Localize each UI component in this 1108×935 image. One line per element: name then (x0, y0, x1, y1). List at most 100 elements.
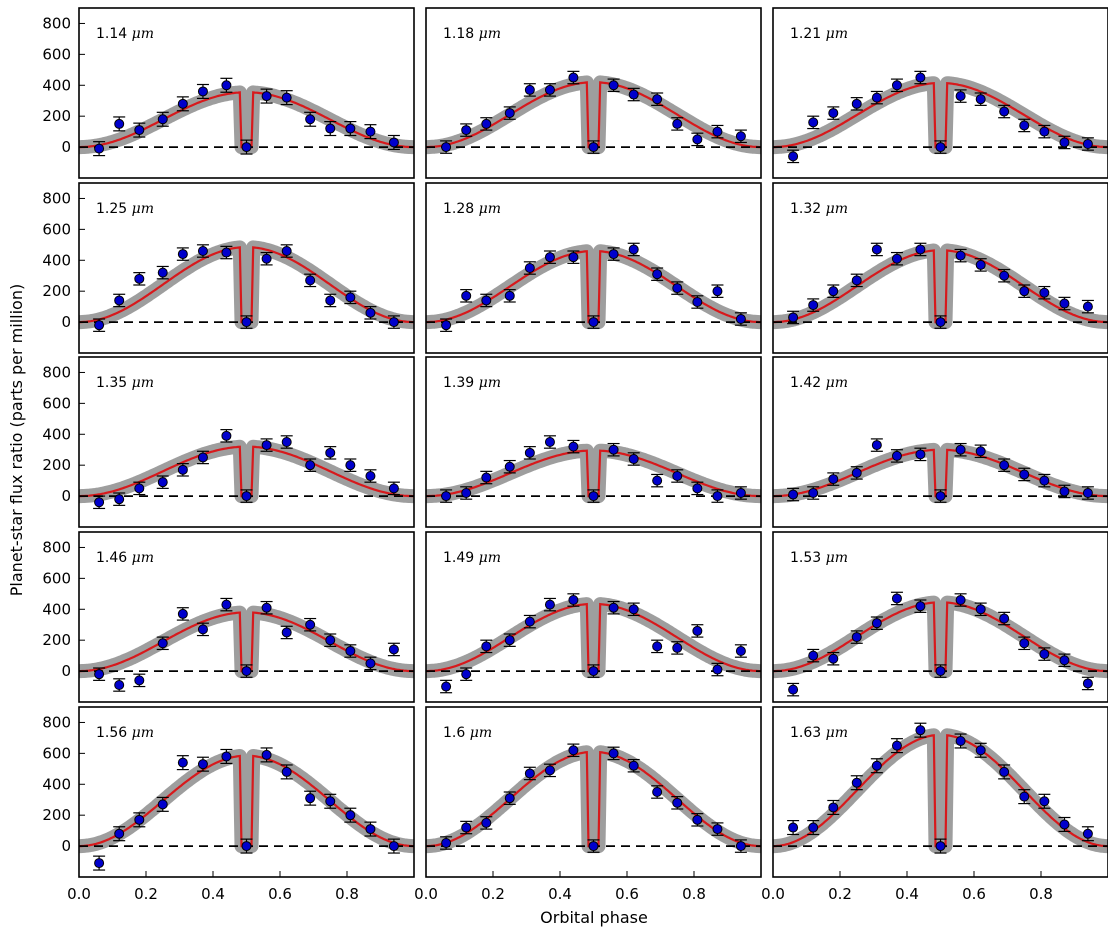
data-point (588, 491, 599, 502)
data-point (871, 92, 882, 103)
data-point (915, 449, 926, 460)
panel-wavelength-label: 1.53 μm (790, 550, 848, 566)
panel-1.14: 1.14 μm 800 600 400 200 0 (42, 7, 415, 179)
panel-unit-label: μm (826, 26, 848, 42)
data-point (241, 142, 252, 153)
panel-grid: 1.14 μm 800 600 400 200 0 1.18 μm 1.21 μm 1.25 μ… (42, 7, 1108, 903)
x-tick-label: 0.8 (1029, 885, 1053, 903)
data-point (891, 80, 902, 91)
y-tick-label: 600 (42, 220, 71, 238)
panel-frame (772, 706, 1108, 878)
panel-wavelength-label: 1.39 μm (443, 375, 501, 391)
data-point (808, 822, 819, 833)
data-point (177, 757, 188, 768)
data-point (1039, 475, 1050, 486)
y-tick-label: 400 (42, 76, 71, 94)
panel-wavelength-label: 1.6 μm (443, 725, 492, 741)
data-point (504, 108, 515, 119)
panel-wavelength-label: 1.56 μm (96, 725, 154, 741)
panel-wavelength-label: 1.25 μm (96, 201, 154, 217)
model-uncertainty-band (773, 76, 1108, 155)
data-point (915, 72, 926, 83)
data-point (588, 142, 599, 153)
data-point (568, 595, 579, 605)
data-point (712, 126, 723, 137)
data-point (935, 142, 946, 153)
data-point (915, 725, 926, 736)
panel-1.63: 1.63 μm 0.0 0.2 0.4 0.6 0.8 (761, 706, 1108, 903)
data-point (1019, 791, 1030, 802)
data-point (281, 437, 292, 447)
data-point (871, 440, 882, 451)
y-tick-label: 800 (42, 363, 71, 381)
panel-wavelength-label: 1.63 μm (790, 725, 848, 741)
data-point (388, 317, 399, 328)
data-point (628, 454, 639, 464)
data-point (692, 297, 703, 307)
x-tick-label: 0.6 (268, 885, 292, 903)
data-point (197, 452, 208, 463)
data-point (975, 604, 986, 615)
model-uncertainty-band (426, 745, 761, 854)
data-point (544, 437, 555, 447)
data-point (524, 447, 535, 458)
panel-plot-area (773, 242, 1108, 330)
panel-1.21: 1.21 μm (772, 7, 1108, 179)
data-point (241, 666, 252, 677)
data-point (114, 118, 125, 129)
data-point (461, 290, 472, 301)
data-point (325, 447, 336, 458)
data-point (828, 653, 839, 664)
y-tick-label: 600 (42, 744, 71, 762)
x-tick-label: 0.4 (548, 885, 572, 903)
data-point (281, 246, 292, 256)
panel-wavelength-label: 1.14 μm (96, 26, 154, 42)
data-point (1082, 488, 1093, 498)
data-point (134, 125, 145, 136)
panel-unit-label: μm (479, 26, 501, 42)
panel-unit-label: μm (132, 26, 154, 42)
y-tick-label: 200 (42, 806, 71, 824)
panel-1.39: 1.39 μm (425, 356, 762, 528)
data-point (281, 92, 292, 103)
data-point (221, 751, 232, 762)
panel-unit-label: μm (826, 550, 848, 566)
data-point (221, 247, 232, 258)
data-point (441, 320, 452, 331)
data-point (652, 269, 663, 280)
data-point (828, 474, 839, 485)
data-point (134, 814, 145, 825)
data-point (345, 460, 356, 471)
data-point (628, 89, 639, 100)
x-tick-label: 0.8 (682, 885, 706, 903)
data-point (672, 471, 683, 481)
panel-1.6: 1.6 μm 0.0 0.2 0.4 0.6 0.8 (414, 706, 762, 903)
data-point (281, 627, 292, 638)
data-point (735, 488, 746, 498)
panel-wavelength-label: 1.32 μm (790, 201, 848, 217)
panel-wavelength-label: 1.18 μm (443, 26, 501, 42)
data-point (608, 444, 619, 455)
panel-frame (425, 182, 762, 354)
panel-unit-label: μm (826, 201, 848, 217)
x-tick-label: 0.0 (67, 885, 91, 903)
panel-unit-label: μm (479, 375, 501, 391)
model-uncertainty-band (426, 75, 761, 155)
panel-plot-area (426, 435, 761, 504)
data-point (1059, 819, 1070, 830)
y-tick-label: 0 (61, 487, 71, 505)
data-point (891, 740, 902, 751)
data-point (365, 307, 376, 318)
data-point (221, 80, 232, 91)
data-point (544, 765, 555, 776)
data-point (808, 300, 819, 311)
y-tick-label: 200 (42, 107, 71, 125)
data-point (221, 599, 232, 610)
panel-wavelength-label: 1.28 μm (443, 201, 501, 217)
data-point (712, 286, 723, 297)
data-point (568, 252, 579, 263)
panel-frame (425, 356, 762, 528)
model-uncertainty-band (773, 728, 1108, 854)
data-point (197, 246, 208, 256)
data-point (672, 118, 683, 129)
